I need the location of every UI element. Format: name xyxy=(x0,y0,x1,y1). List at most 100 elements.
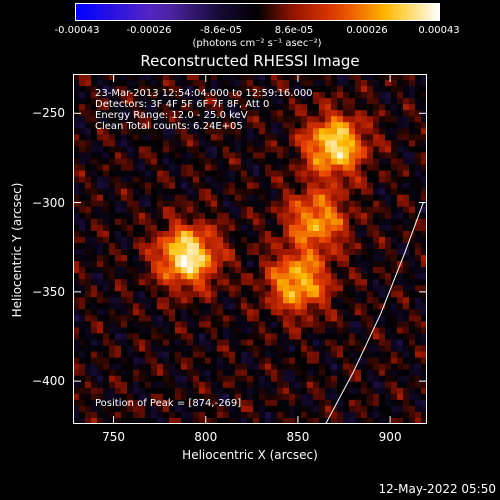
heatmap-cell xyxy=(223,176,230,184)
heatmap-cell xyxy=(361,339,368,346)
heatmap-cell xyxy=(145,122,152,129)
heatmap-cell xyxy=(133,116,140,123)
heatmap-cell xyxy=(391,182,398,190)
heatmap-cell xyxy=(337,363,344,371)
heatmap-cell xyxy=(151,399,158,407)
heatmap-cell xyxy=(97,206,104,214)
heatmap-cell xyxy=(403,242,410,250)
heatmap-cell xyxy=(145,285,152,292)
heatmap-cell xyxy=(379,242,386,250)
heatmap-cell xyxy=(379,345,386,352)
heatmap-cell xyxy=(247,273,254,280)
heatmap-cell xyxy=(91,86,98,93)
heatmap-cell xyxy=(79,339,86,346)
heatmap-cell xyxy=(193,405,200,413)
heatmap-cell xyxy=(187,351,194,359)
heatmap-cell xyxy=(265,273,272,280)
heatmap-cell xyxy=(379,116,386,123)
heatmap-cell xyxy=(319,387,326,395)
heatmap-cell xyxy=(349,297,356,304)
heatmap-cell xyxy=(169,188,176,196)
heatmap-cell xyxy=(349,273,356,280)
heatmap-cell xyxy=(397,206,404,214)
heatmap-cell xyxy=(307,194,314,202)
heatmap-cell xyxy=(211,218,218,226)
colorbar-tick: -0.00026 xyxy=(126,25,172,36)
heatmap-cell xyxy=(181,80,188,87)
heatmap-cell xyxy=(307,399,314,407)
heatmap-cell xyxy=(343,297,350,304)
heatmap-cell xyxy=(127,345,134,352)
heatmap-cell xyxy=(277,399,284,407)
heatmap-cell xyxy=(217,224,224,232)
heatmap-cell xyxy=(379,188,386,196)
heatmap-cell xyxy=(241,249,248,256)
heatmap-cell xyxy=(121,363,128,371)
heatmap-cell xyxy=(163,128,170,135)
heatmap-cell xyxy=(115,399,122,407)
heatmap-cell xyxy=(91,291,98,298)
heatmap-cell xyxy=(223,357,230,365)
heatmap-cell xyxy=(241,321,248,328)
heatmap-cell xyxy=(79,333,86,340)
heatmap-cell xyxy=(367,116,374,123)
heatmap-cell xyxy=(355,152,362,159)
heatmap-cell xyxy=(79,399,86,407)
heatmap-cell xyxy=(385,164,392,171)
heatmap-cell xyxy=(361,249,368,256)
heatmap-cell xyxy=(409,122,416,129)
heatmap-cell xyxy=(199,80,206,87)
heatmap-cell xyxy=(253,98,260,105)
heatmap-cell xyxy=(79,291,86,298)
heatmap-cell xyxy=(193,224,200,232)
heatmap-cell xyxy=(373,375,380,383)
heatmap-cell xyxy=(217,74,224,81)
heatmap-cell xyxy=(301,242,308,250)
heatmap-cell xyxy=(289,170,296,177)
heatmap-cell xyxy=(391,339,398,346)
heatmap-cell xyxy=(103,351,110,359)
heatmap-cell xyxy=(349,387,356,395)
heatmap-cell xyxy=(169,74,176,81)
heatmap-cell xyxy=(211,405,218,413)
heatmap-cell xyxy=(247,98,254,105)
heatmap-cell xyxy=(373,104,380,111)
heatmap-cell xyxy=(79,255,86,262)
heatmap-cell xyxy=(199,315,206,322)
heatmap-cell xyxy=(379,92,386,99)
heatmap-cell xyxy=(343,110,350,117)
heatmap-cell xyxy=(385,218,392,226)
heatmap-cell xyxy=(205,255,212,262)
heatmap-cell xyxy=(127,261,134,268)
heatmap-cell xyxy=(133,140,140,147)
heatmap-cell xyxy=(373,158,380,165)
heatmap-cell xyxy=(409,200,416,208)
heatmap-cell xyxy=(85,369,92,377)
heatmap-cell xyxy=(97,116,104,123)
heatmap-cell xyxy=(151,303,158,310)
heatmap-cell xyxy=(295,411,302,419)
heatmap-cell xyxy=(349,393,356,401)
heatmap-cell xyxy=(361,110,368,117)
heatmap-cell xyxy=(259,261,266,268)
heatmap-cell xyxy=(283,128,290,135)
heatmap-cell xyxy=(259,411,266,419)
heatmap-cell xyxy=(337,399,344,407)
heatmap-cell xyxy=(349,285,356,292)
heatmap-cell xyxy=(145,74,152,81)
heatmap-cell xyxy=(301,369,308,377)
heatmap-cell xyxy=(169,128,176,135)
heatmap-cell xyxy=(247,122,254,129)
heatmap-cell xyxy=(253,411,260,419)
heatmap-cell xyxy=(331,369,338,377)
heatmap-cell xyxy=(235,351,242,359)
heatmap-cell xyxy=(85,218,92,226)
heatmap-cell xyxy=(91,134,98,141)
heatmap-cell xyxy=(391,279,398,286)
heatmap-cell xyxy=(277,218,284,226)
heatmap-cell xyxy=(109,80,116,87)
heatmap-cell xyxy=(373,230,380,238)
heatmap-cell xyxy=(259,74,266,81)
heatmap-cell xyxy=(247,110,254,117)
heatmap-cell xyxy=(361,387,368,395)
